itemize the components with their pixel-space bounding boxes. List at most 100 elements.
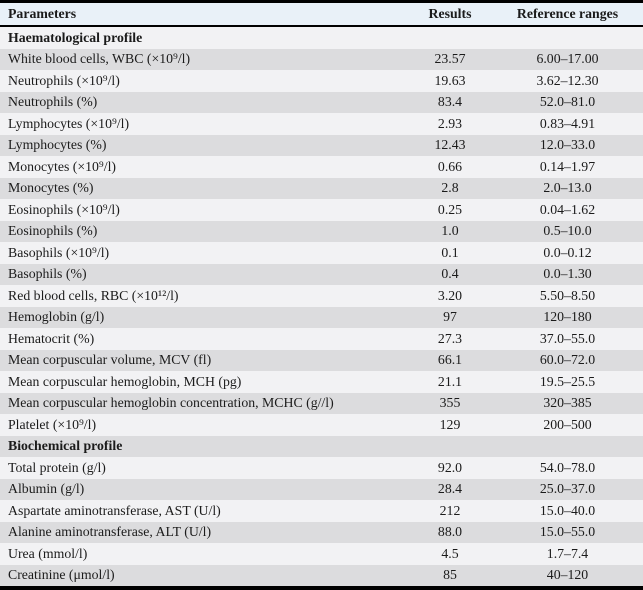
table-row: Alanine aminotransferase, ALT (U/l) 88.0 1…	[0, 521, 643, 543]
table-row: Basophils (%) 0.4 0.0–1.30	[0, 263, 643, 285]
range-cell: 37.0–55.0	[539, 331, 596, 346]
result-cell: 0.4	[441, 267, 459, 282]
range-cell: 3.62–12.30	[536, 73, 599, 88]
table-row: Neutrophils (×10⁹/l) 19.63 3.62–12.30	[0, 70, 643, 92]
table-row: Creatinine (μmol/l) 85 40–120	[0, 564, 643, 586]
table-row: Urea (mmol/l) 4.5 1.7–7.4	[0, 543, 643, 565]
range-cell: 0.0–0.12	[543, 245, 592, 260]
range-cell: 200–500	[543, 417, 592, 432]
result-cell: 0.66	[437, 159, 463, 174]
range-cell: 0.5–10.0	[543, 224, 592, 239]
table-row: Platelet (×10⁹/l) 129 200–500	[0, 414, 643, 436]
table-body: Haematological profile White blood cells,…	[0, 27, 643, 586]
range-cell: 0.14–1.97	[539, 159, 596, 174]
param-cell: Hematocrit (%)	[8, 331, 95, 346]
result-cell: 355	[439, 396, 461, 411]
result-cell: 4.5	[441, 546, 459, 561]
result-cell: 2.93	[437, 116, 463, 131]
result-cell: 66.1	[437, 353, 463, 368]
result-cell: 2.8	[441, 181, 459, 196]
range-cell: 0.83–4.91	[539, 116, 596, 131]
param-cell: Hemoglobin (g/l)	[8, 310, 105, 325]
table-row: Red blood cells, RBC (×10¹²/l) 3.20 5.50–8…	[0, 285, 643, 307]
column-header-results: Results	[428, 7, 472, 21]
range-cell: 60.0–72.0	[539, 353, 596, 368]
result-cell: 212	[439, 503, 461, 518]
param-cell: Urea (mmol/l)	[8, 546, 88, 561]
param-cell: Red blood cells, RBC (×10¹²/l)	[8, 288, 179, 303]
range-cell: 5.50–8.50	[539, 288, 596, 303]
param-cell: Platelet (×10⁹/l)	[8, 417, 97, 432]
result-cell: 12.43	[434, 138, 466, 153]
result-cell: 23.57	[434, 52, 466, 67]
table-row: Lymphocytes (%) 12.43 12.0–33.0	[0, 134, 643, 156]
param-cell: Mean corpuscular hemoglobin, MCH (pg)	[8, 374, 242, 389]
result-cell: 27.3	[437, 331, 463, 346]
table-row: Monocytes (%) 2.8 2.0–13.0	[0, 177, 643, 199]
param-cell: Monocytes (%)	[8, 181, 94, 196]
section-title: Haematological profile	[8, 30, 143, 45]
range-cell: 15.0–40.0	[539, 503, 596, 518]
param-cell: Albumin (g/l)	[8, 482, 85, 497]
range-cell: 19.5–25.5	[539, 374, 596, 389]
param-cell: Monocytes (×10⁹/l)	[8, 159, 117, 174]
param-cell: Mean corpuscular volume, MCV (fl)	[8, 353, 212, 368]
result-cell: 0.1	[441, 245, 459, 260]
table-row: Lymphocytes (×10⁹/l) 2.93 0.83–4.91	[0, 113, 643, 135]
column-header-reference-ranges: Reference ranges	[516, 7, 619, 21]
param-cell: Neutrophils (%)	[8, 95, 98, 110]
result-cell: 88.0	[437, 525, 463, 540]
table-row: Aspartate aminotransferase, AST (U/l) 212…	[0, 500, 643, 522]
param-cell: Total protein (g/l)	[8, 460, 106, 475]
result-cell: 21.1	[437, 374, 463, 389]
table-header-row: Parameters Results Reference ranges	[0, 3, 643, 27]
table-row: Mean corpuscular hemoglobin concentratio…	[0, 392, 643, 414]
param-cell: Basophils (×10⁹/l)	[8, 245, 110, 260]
param-cell: Mean corpuscular hemoglobin concentratio…	[8, 396, 334, 411]
section-title: Biochemical profile	[8, 439, 123, 454]
param-cell: Aspartate aminotransferase, AST (U/l)	[8, 503, 221, 518]
result-cell: 85	[443, 568, 457, 583]
table-row: Total protein (g/l) 92.0 54.0–78.0	[0, 457, 643, 479]
table-row: Albumin (g/l) 28.4 25.0–37.0	[0, 478, 643, 500]
table-row: Neutrophils (%) 83.4 52.0–81.0	[0, 91, 643, 113]
range-cell: 120–180	[543, 310, 592, 325]
table-row: Hemoglobin (g/l) 97 120–180	[0, 306, 643, 328]
result-cell: 19.63	[434, 73, 466, 88]
result-cell: 97	[443, 310, 457, 325]
table-row: Mean corpuscular hemoglobin, MCH (pg) 21.…	[0, 371, 643, 393]
range-cell: 52.0–81.0	[539, 95, 596, 110]
result-cell: 28.4	[437, 482, 463, 497]
param-cell: Alanine aminotransferase, ALT (U/l)	[8, 525, 212, 540]
param-cell: Basophils (%)	[8, 267, 87, 282]
range-cell: 25.0–37.0	[539, 482, 596, 497]
section-header-row: Biochemical profile	[0, 435, 643, 457]
table-row: Eosinophils (%) 1.0 0.5–10.0	[0, 220, 643, 242]
range-cell: 320–385	[543, 396, 592, 411]
range-cell: 0.0–1.30	[543, 267, 592, 282]
result-cell: 0.25	[437, 202, 463, 217]
result-cell: 92.0	[437, 460, 463, 475]
result-cell: 129	[439, 417, 461, 432]
table-row: Eosinophils (×10⁹/l) 0.25 0.04–1.62	[0, 199, 643, 221]
result-cell: 83.4	[437, 95, 463, 110]
table-row: Hematocrit (%) 27.3 37.0–55.0	[0, 328, 643, 350]
range-cell: 12.0–33.0	[539, 138, 596, 153]
table-row: White blood cells, WBC (×10⁹/l) 23.57 6.00…	[0, 48, 643, 70]
range-cell: 6.00–17.00	[536, 52, 599, 67]
param-cell: Lymphocytes (%)	[8, 138, 107, 153]
section-header-row: Haematological profile	[0, 27, 643, 49]
range-cell: 15.0–55.0	[539, 525, 596, 540]
param-cell: Neutrophils (×10⁹/l)	[8, 73, 120, 88]
param-cell: Creatinine (μmol/l)	[8, 568, 115, 583]
param-cell: Eosinophils (×10⁹/l)	[8, 202, 120, 217]
result-cell: 1.0	[441, 224, 459, 239]
range-cell: 54.0–78.0	[539, 460, 596, 475]
range-cell: 2.0–13.0	[543, 181, 592, 196]
range-cell: 0.04–1.62	[539, 202, 596, 217]
range-cell: 40–120	[546, 568, 589, 583]
param-cell: Lymphocytes (×10⁹/l)	[8, 116, 130, 131]
result-cell: 3.20	[437, 288, 463, 303]
table-row: Monocytes (×10⁹/l) 0.66 0.14–1.97	[0, 156, 643, 178]
